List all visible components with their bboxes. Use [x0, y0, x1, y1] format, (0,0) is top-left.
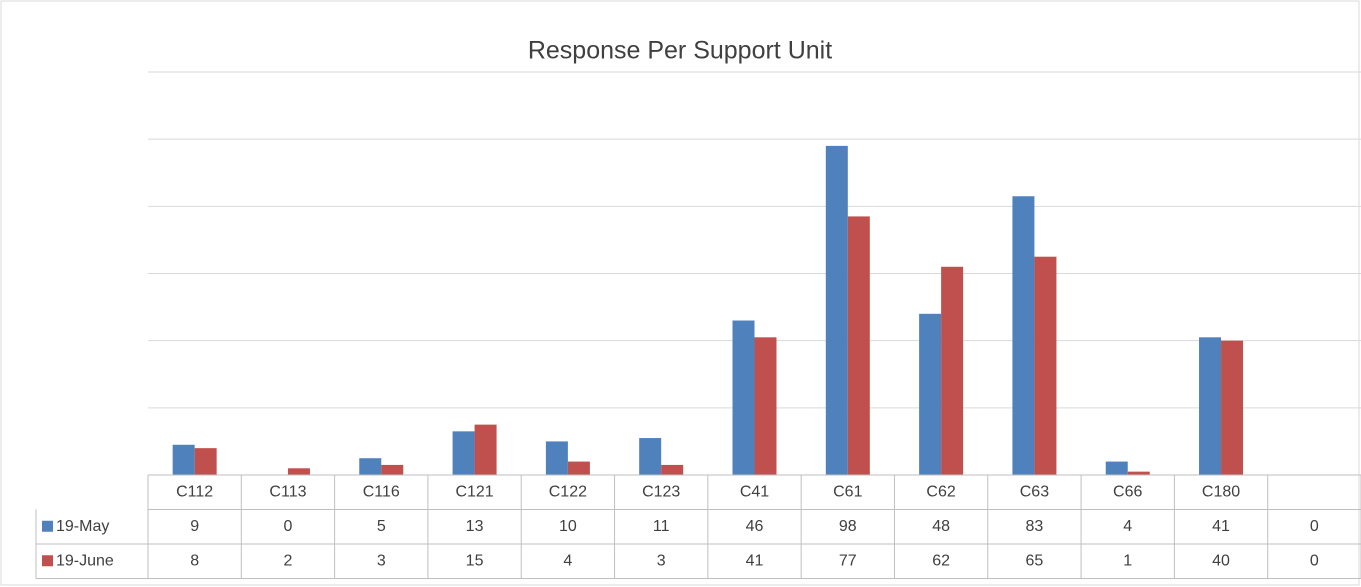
table-value: 62	[932, 552, 950, 569]
bar	[1221, 340, 1244, 475]
x-tick-label: C116	[363, 483, 400, 500]
table-value: 77	[839, 552, 857, 569]
table-value: 10	[559, 518, 577, 535]
table-value: 8	[190, 552, 199, 569]
x-tick-label: C41	[740, 483, 769, 500]
chart-title: Response Per Support Unit	[528, 37, 832, 65]
bar	[474, 424, 497, 475]
x-tick-label: C63	[1020, 483, 1049, 500]
bar	[1199, 337, 1222, 475]
table-value: 13	[466, 518, 484, 535]
bar	[1127, 471, 1150, 475]
table-value: 98	[839, 518, 857, 535]
bar	[639, 438, 662, 475]
x-tick-label: C62	[926, 483, 955, 500]
legend-label: 19-May	[56, 518, 109, 535]
bar	[172, 444, 195, 475]
bar	[732, 320, 755, 475]
x-tick-label: C121	[455, 483, 493, 500]
bar	[381, 464, 404, 475]
bar	[194, 448, 217, 475]
x-tick-label: C112	[176, 483, 213, 500]
bar	[754, 337, 777, 475]
legend-swatch	[42, 520, 53, 532]
table-value: 3	[657, 552, 666, 569]
table-value: 41	[746, 552, 764, 569]
table-value: 2	[284, 552, 293, 569]
bar	[545, 441, 568, 475]
bar	[919, 313, 942, 475]
table-value: 0	[1310, 518, 1319, 535]
x-tick-label: C113	[269, 483, 306, 500]
bar	[847, 216, 870, 476]
x-tick-label: C180	[1202, 483, 1240, 500]
x-tick-label: C123	[642, 483, 680, 500]
table-value: 83	[1026, 518, 1044, 535]
bar	[1012, 196, 1035, 475]
table-value: 46	[746, 518, 764, 535]
bar	[825, 145, 848, 475]
x-tick-label: C122	[549, 483, 587, 500]
table-value: 0	[1310, 552, 1319, 569]
bar	[359, 458, 382, 475]
table-value: 65	[1026, 552, 1044, 569]
bar	[452, 431, 475, 475]
bar	[567, 461, 590, 475]
bar	[287, 468, 310, 475]
table-value: 9	[190, 518, 199, 535]
table-value: 40	[1212, 552, 1230, 569]
bar	[1105, 461, 1128, 475]
legend-label: 19-June	[56, 552, 114, 569]
table-value: 3	[377, 552, 386, 569]
table-value: 5	[377, 518, 386, 535]
table-value: 0	[284, 518, 293, 535]
x-tick-label: C66	[1113, 483, 1142, 500]
table-value: 1	[1123, 552, 1132, 569]
table-value: 48	[932, 518, 950, 535]
table-value: 11	[653, 518, 670, 535]
bar	[661, 464, 684, 475]
bar	[1034, 256, 1057, 475]
table-value: 41	[1212, 518, 1230, 535]
bar	[941, 266, 964, 475]
table-value: 4	[563, 552, 572, 569]
table-value: 4	[1123, 518, 1132, 535]
legend-swatch	[42, 555, 53, 567]
x-tick-label: C61	[833, 483, 862, 500]
table-value: 15	[466, 552, 484, 569]
